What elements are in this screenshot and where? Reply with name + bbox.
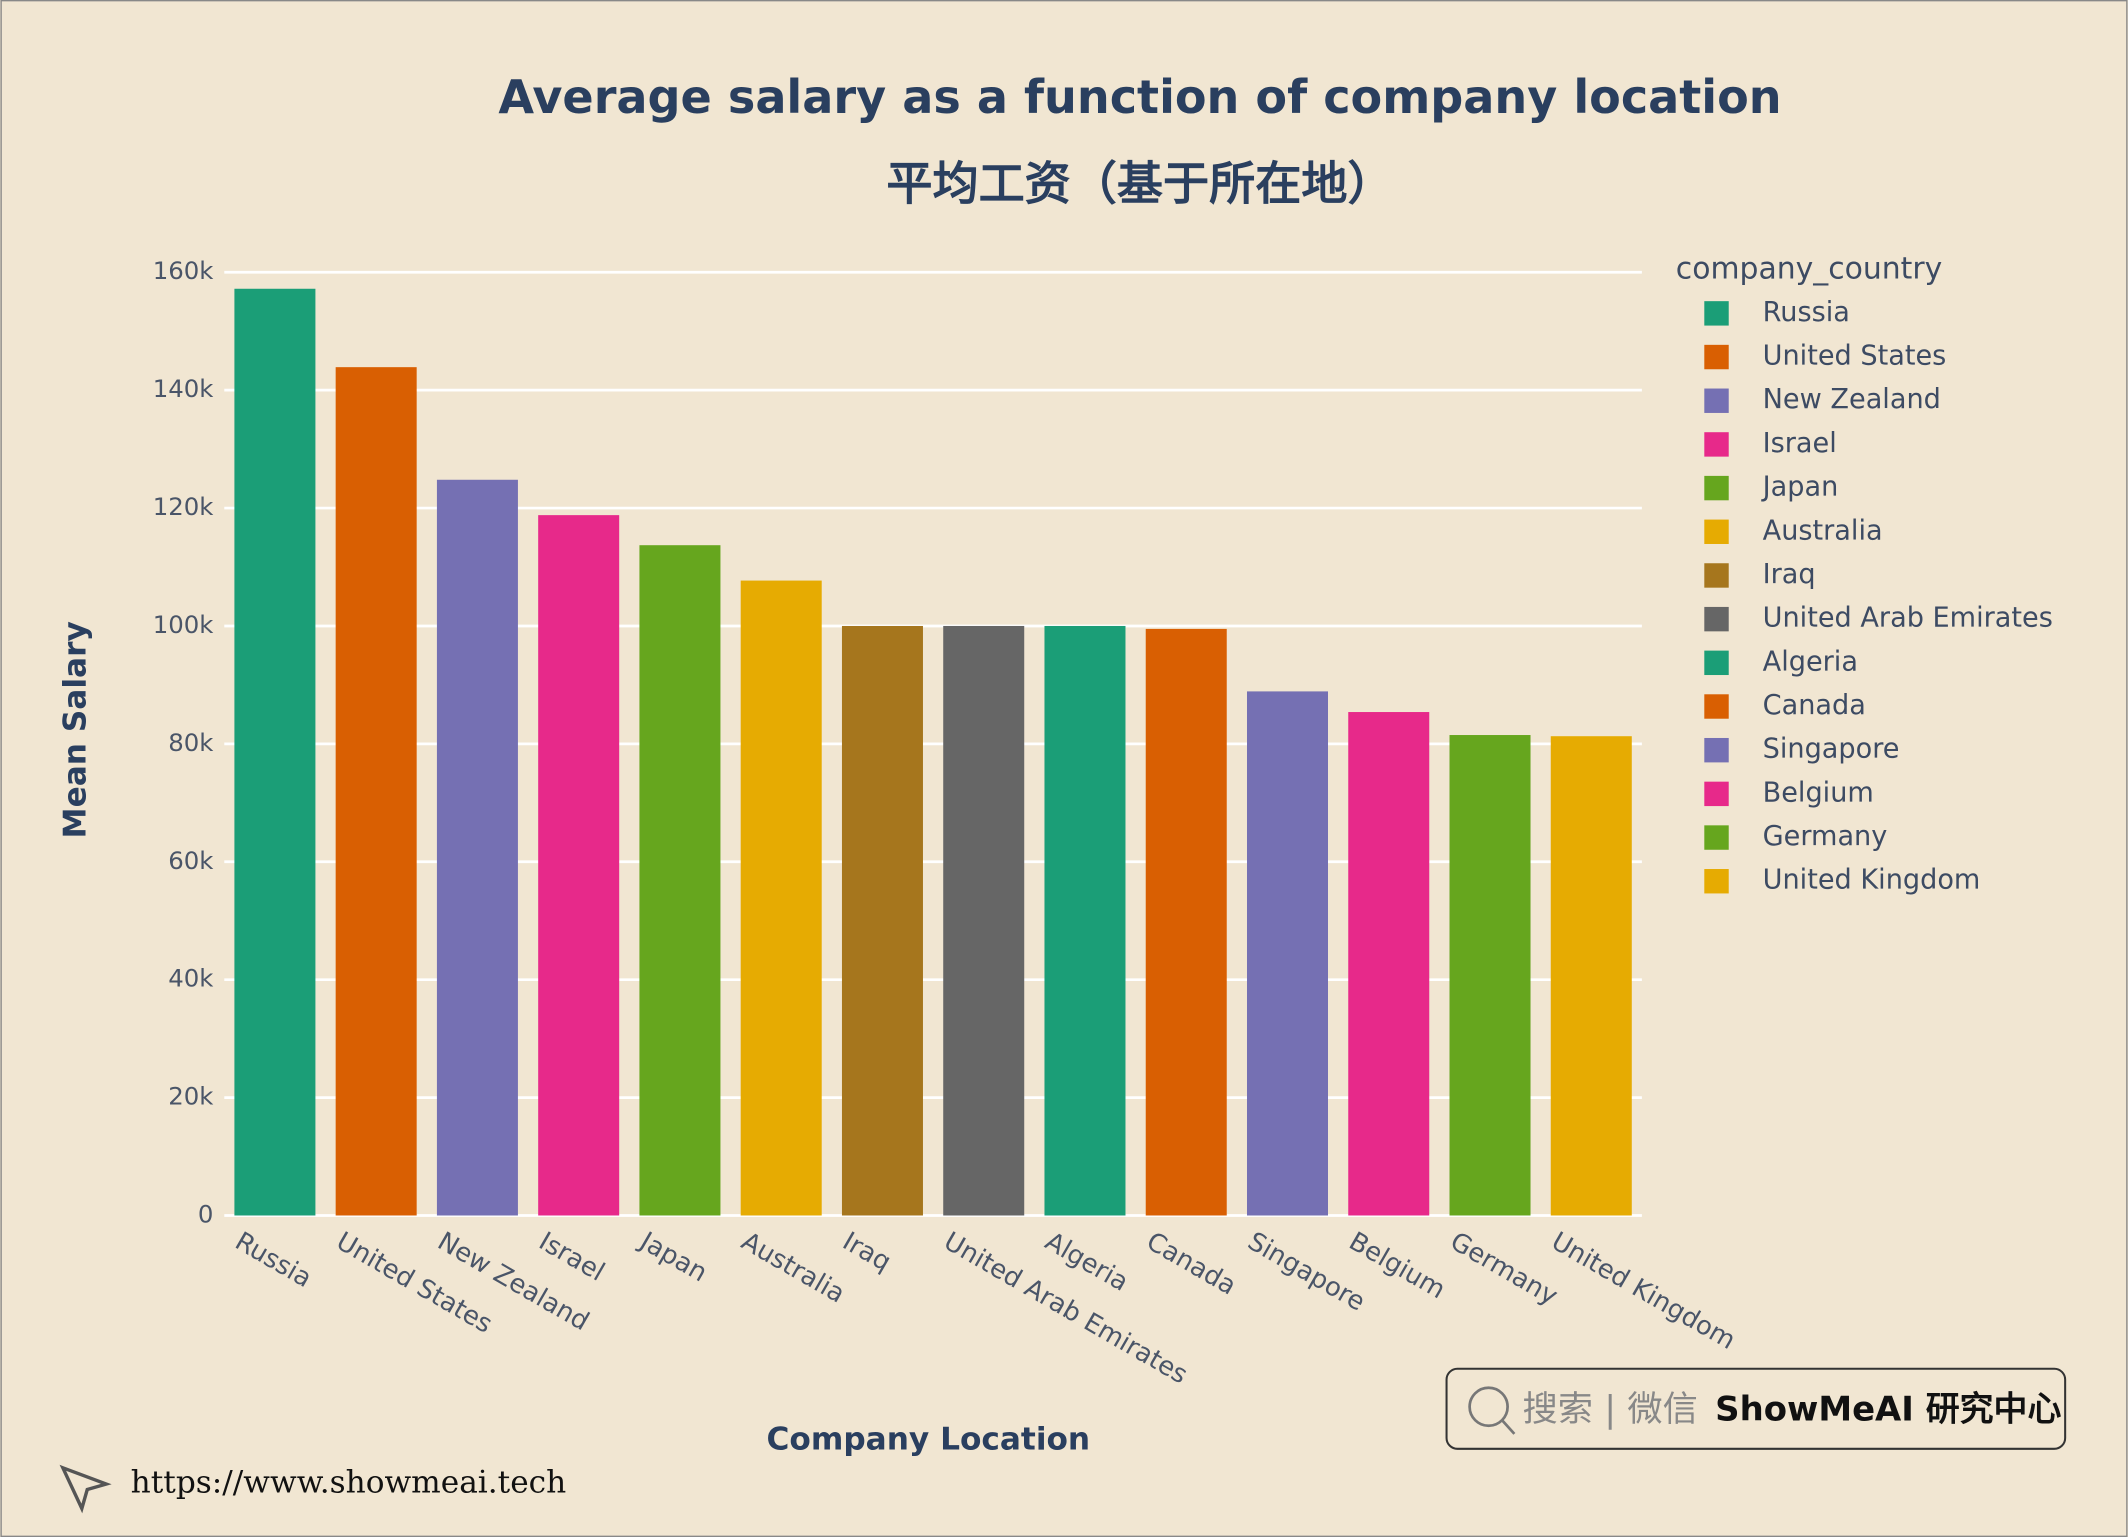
legend-label: New Zealand: [1763, 384, 1941, 415]
legend-swatch: [1704, 301, 1729, 326]
legend-label: Iraq: [1763, 559, 1816, 590]
legend-swatch: [1704, 563, 1729, 588]
bar: [1449, 735, 1531, 1216]
y-axis-title: Mean Salary: [57, 621, 93, 838]
bar: [1246, 691, 1328, 1216]
legend-label: Singapore: [1763, 734, 1900, 765]
legend-swatch: [1704, 519, 1729, 544]
legend-swatch: [1704, 650, 1729, 676]
legend-swatch: [1704, 432, 1729, 457]
search-icon: [1501, 1419, 1516, 1435]
y-tick-label: 40k: [168, 964, 214, 993]
bar: [1145, 628, 1227, 1216]
y-tick-label: 160k: [153, 256, 215, 285]
bar: [639, 545, 721, 1216]
legend-swatch: [1704, 344, 1729, 370]
legend-swatch: [1704, 694, 1729, 719]
url: https://www.showmeai.tech: [131, 1465, 567, 1501]
watermark-brand: ShowMeAI 研究中心: [1715, 1389, 2061, 1428]
cursor-icon: [59, 1464, 112, 1514]
y-tick-label: 120k: [153, 492, 215, 521]
y-tick-label: 140k: [153, 374, 215, 403]
legend-label: Canada: [1763, 690, 1866, 721]
bar: [436, 479, 518, 1216]
x-axis-title: Company Location: [767, 1422, 1091, 1458]
legend-swatch: [1704, 869, 1729, 894]
bar: [1550, 736, 1632, 1216]
legend-label: Algeria: [1763, 646, 1858, 677]
chart-subtitle: 平均工资（基于所在地）: [886, 157, 1393, 211]
y-tick-label: 60k: [168, 846, 214, 875]
y-tick-label: 20k: [168, 1082, 214, 1111]
y-tick-label: 100k: [153, 610, 215, 639]
y-tick-label: 80k: [168, 728, 214, 757]
legend-label: United Kingdom: [1763, 865, 1981, 896]
bar: [943, 625, 1025, 1216]
legend-label: Germany: [1763, 821, 1888, 852]
bar: [538, 515, 620, 1216]
bar: [841, 625, 923, 1216]
bar: [740, 580, 822, 1216]
legend-title: company_country: [1676, 251, 1942, 286]
legend-swatch: [1704, 825, 1729, 850]
search-icon: [1468, 1386, 1509, 1428]
bar: [1348, 712, 1430, 1216]
legend-swatch: [1704, 388, 1729, 413]
legend-label: United States: [1763, 341, 1947, 372]
legend-label: Russia: [1763, 297, 1850, 328]
legend-label: Belgium: [1763, 777, 1874, 808]
legend-swatch: [1704, 606, 1729, 632]
y-tick-label: 0: [198, 1199, 214, 1228]
legend-label: Australia: [1763, 515, 1883, 546]
bar: [1044, 625, 1126, 1216]
watermark-box: [1445, 1367, 2067, 1450]
legend-label: Japan: [1761, 472, 1839, 503]
legend-swatch: [1704, 475, 1729, 501]
watermark-search: 搜索 | 微信: [1523, 1389, 1698, 1430]
bar: [234, 288, 316, 1216]
bar: [335, 367, 417, 1216]
legend-label: United Arab Emirates: [1763, 603, 2053, 634]
legend-swatch: [1704, 781, 1729, 807]
legend-label: Israel: [1763, 428, 1837, 459]
chart-title: Average salary as a function of company …: [498, 70, 1781, 124]
legend-swatch: [1704, 737, 1729, 763]
